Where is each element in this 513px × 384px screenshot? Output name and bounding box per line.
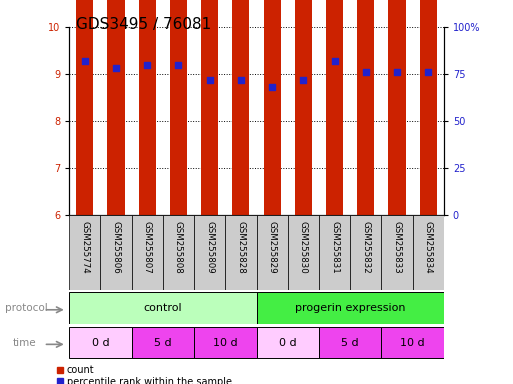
Point xyxy=(143,61,151,68)
Bar xyxy=(256,293,444,324)
Bar xyxy=(381,327,444,358)
Legend: count, percentile rank within the sample: count, percentile rank within the sample xyxy=(56,365,232,384)
Bar xyxy=(163,215,194,290)
Text: GSM255831: GSM255831 xyxy=(330,221,339,274)
Bar xyxy=(388,0,405,215)
Text: GSM255774: GSM255774 xyxy=(81,221,89,274)
Bar xyxy=(420,0,437,215)
Text: 0 d: 0 d xyxy=(92,338,109,348)
Bar xyxy=(101,215,132,290)
Point xyxy=(112,65,120,71)
Point xyxy=(299,76,307,83)
Bar xyxy=(357,0,374,215)
Point xyxy=(206,76,214,83)
Text: GSM255834: GSM255834 xyxy=(424,221,432,274)
Bar xyxy=(326,0,343,215)
Bar xyxy=(412,215,444,290)
Bar xyxy=(350,215,381,290)
Bar xyxy=(139,0,156,215)
Text: 10 d: 10 d xyxy=(400,338,425,348)
Text: GSM255807: GSM255807 xyxy=(143,221,152,274)
Bar xyxy=(69,327,132,358)
Text: progerin expression: progerin expression xyxy=(295,303,405,313)
Bar xyxy=(256,327,319,358)
Text: time: time xyxy=(13,338,36,348)
Text: GSM255829: GSM255829 xyxy=(268,221,277,274)
Bar xyxy=(76,0,93,215)
Bar xyxy=(381,215,412,290)
Bar xyxy=(69,215,101,290)
Point xyxy=(330,58,339,64)
Text: GSM255809: GSM255809 xyxy=(205,221,214,274)
Text: 5 d: 5 d xyxy=(154,338,172,348)
Bar xyxy=(256,215,288,290)
Text: control: control xyxy=(144,303,182,313)
Text: GSM255833: GSM255833 xyxy=(392,221,402,274)
Point xyxy=(81,58,89,64)
Bar xyxy=(232,0,249,215)
Bar xyxy=(132,327,194,358)
Text: 5 d: 5 d xyxy=(341,338,359,348)
Text: protocol: protocol xyxy=(5,303,48,313)
Text: 0 d: 0 d xyxy=(279,338,297,348)
Bar xyxy=(319,327,381,358)
Bar xyxy=(288,215,319,290)
Bar xyxy=(69,293,256,324)
Point xyxy=(174,61,183,68)
Bar xyxy=(264,0,281,215)
Bar xyxy=(194,215,225,290)
Text: GSM255806: GSM255806 xyxy=(111,221,121,274)
Text: GSM255808: GSM255808 xyxy=(174,221,183,274)
Text: GDS3495 / 76081: GDS3495 / 76081 xyxy=(76,17,211,32)
Text: GSM255830: GSM255830 xyxy=(299,221,308,274)
Bar xyxy=(194,327,256,358)
Bar xyxy=(225,215,256,290)
Point xyxy=(237,76,245,83)
Point xyxy=(362,69,370,75)
Text: 10 d: 10 d xyxy=(213,338,238,348)
Point xyxy=(424,69,432,75)
Bar xyxy=(132,215,163,290)
Text: GSM255828: GSM255828 xyxy=(236,221,245,274)
Point xyxy=(393,69,401,75)
Bar xyxy=(201,0,218,215)
Bar xyxy=(170,0,187,215)
Bar xyxy=(319,215,350,290)
Text: GSM255832: GSM255832 xyxy=(361,221,370,274)
Bar xyxy=(295,0,312,215)
Point xyxy=(268,84,276,90)
Bar xyxy=(108,0,125,215)
